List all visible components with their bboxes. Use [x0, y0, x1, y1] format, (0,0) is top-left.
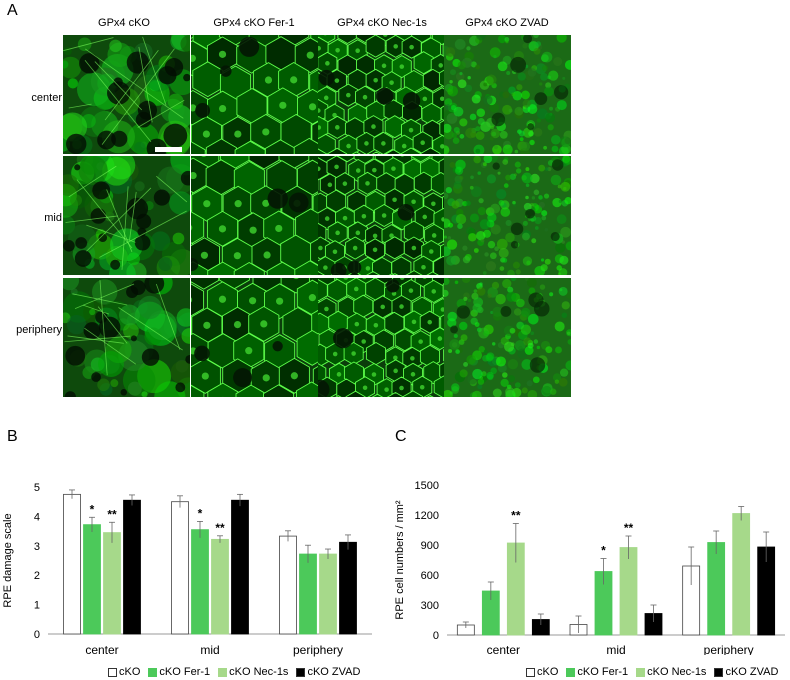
panel-b-letter: B	[7, 428, 18, 446]
legend-item-cko: cKO	[108, 666, 140, 678]
legend-item-zvad: cKO ZVAD	[714, 666, 778, 678]
micrograph-periphery-4	[444, 278, 571, 397]
micrograph-mid-1	[63, 156, 190, 275]
significance-marker: *	[601, 544, 606, 558]
y-tick-label: 3	[34, 541, 40, 553]
x-tick-label: center	[85, 643, 118, 657]
micrograph-mid-3	[318, 156, 445, 275]
bar	[340, 542, 357, 634]
y-tick-label: 2	[34, 570, 40, 582]
micrograph-center-3	[318, 35, 445, 154]
bar	[733, 514, 750, 636]
micrograph-center-1	[63, 35, 190, 154]
legend-label-fer1: cKO Fer-1	[577, 666, 628, 678]
x-tick-label: periphery	[704, 643, 754, 655]
legend-label-zvad: cKO ZVAD	[725, 666, 778, 678]
bar	[232, 500, 249, 634]
x-tick-label: center	[487, 643, 520, 655]
legend-b: cKO cKO Fer-1 cKO Nec-1s cKO ZVAD	[108, 666, 368, 678]
y-tick-label: 1200	[415, 510, 439, 522]
bar	[280, 536, 297, 634]
y-tick-label: 0	[34, 629, 40, 641]
y-tick-label: 1	[34, 600, 40, 612]
legend-item-cko: cKO	[526, 666, 558, 678]
x-tick-label: mid	[606, 643, 625, 655]
scale-bar	[155, 147, 182, 152]
x-tick-label: mid	[200, 643, 219, 657]
panel-a-letter: A	[7, 2, 18, 20]
y-tick-label: 1500	[415, 480, 439, 492]
panel-c-letter: C	[395, 428, 407, 446]
chart-rpe-cell-numbers: RPE cell numbers / mm² 0 300 600 900 1200 1500…	[390, 450, 790, 655]
significance-marker: **	[511, 509, 521, 523]
chart-rpe-damage: RPE damage scale 0 1 2 3 4 5 center mid periphery…	[0, 470, 380, 680]
legend-swatch-zvad	[296, 668, 305, 677]
bar	[708, 543, 725, 636]
micrograph-periphery-2	[191, 278, 318, 397]
legend-label-cko: cKO	[119, 666, 140, 678]
y-tick-label: 900	[421, 540, 439, 552]
bar	[300, 554, 317, 634]
y-tick-label: 0	[433, 630, 439, 642]
micrograph-mid-2	[191, 156, 318, 275]
bar	[192, 530, 209, 634]
y-tick-label: 300	[421, 600, 439, 612]
significance-marker: *	[90, 502, 95, 516]
significance-marker: **	[215, 521, 225, 535]
bar	[620, 548, 637, 636]
legend-swatch-fer1	[566, 668, 575, 677]
significance-marker: **	[624, 521, 634, 535]
legend-swatch-cko	[526, 668, 535, 677]
micrograph-mid-4	[444, 156, 571, 275]
micrograph-center-4	[444, 35, 571, 154]
column-header-cko-fer1: GPx4 cKO Fer-1	[190, 17, 318, 29]
legend-swatch-nec1s	[218, 668, 227, 677]
significance-marker: **	[107, 507, 117, 521]
bar	[64, 494, 81, 634]
bar	[320, 554, 337, 634]
y-axis-label: RPE damage scale	[2, 513, 14, 607]
legend-label-cko: cKO	[537, 666, 558, 678]
legend-item-fer1: cKO Fer-1	[148, 666, 210, 678]
micrograph-periphery-3	[318, 278, 445, 397]
micrograph-center-2	[191, 35, 318, 154]
legend-item-nec1s: cKO Nec-1s	[636, 666, 706, 678]
column-header-cko: GPx4 cKO	[60, 17, 188, 29]
bar	[84, 525, 101, 634]
y-tick-label: 600	[421, 570, 439, 582]
bar	[104, 533, 121, 634]
legend-item-fer1: cKO Fer-1	[566, 666, 628, 678]
y-tick-label: 5	[34, 482, 40, 494]
legend-swatch-zvad	[714, 668, 723, 677]
y-tick-label: 4	[34, 511, 40, 523]
column-header-cko-nec1s: GPx4 cKO Nec-1s	[318, 17, 446, 29]
row-label-periphery: periphery	[10, 324, 62, 336]
legend-label-zvad: cKO ZVAD	[307, 666, 360, 678]
bar	[172, 502, 189, 634]
legend-swatch-nec1s	[636, 668, 645, 677]
legend-item-nec1s: cKO Nec-1s	[218, 666, 288, 678]
column-header-cko-zvad: GPx4 cKO ZVAD	[443, 17, 571, 29]
bar	[124, 500, 141, 634]
row-label-mid: mid	[10, 212, 62, 224]
legend-label-nec1s: cKO Nec-1s	[229, 666, 288, 678]
row-label-center: center	[10, 92, 62, 104]
legend-label-fer1: cKO Fer-1	[159, 666, 210, 678]
legend-label-nec1s: cKO Nec-1s	[647, 666, 706, 678]
legend-swatch-cko	[108, 668, 117, 677]
x-tick-label: periphery	[293, 643, 343, 657]
legend-c: cKO cKO Fer-1 cKO Nec-1s cKO ZVAD	[526, 666, 786, 678]
legend-item-zvad: cKO ZVAD	[296, 666, 360, 678]
legend-swatch-fer1	[148, 668, 157, 677]
micrograph-periphery-1	[63, 278, 190, 397]
significance-marker: *	[198, 506, 203, 520]
y-axis-label: RPE cell numbers / mm²	[394, 500, 406, 620]
bar	[212, 539, 229, 634]
